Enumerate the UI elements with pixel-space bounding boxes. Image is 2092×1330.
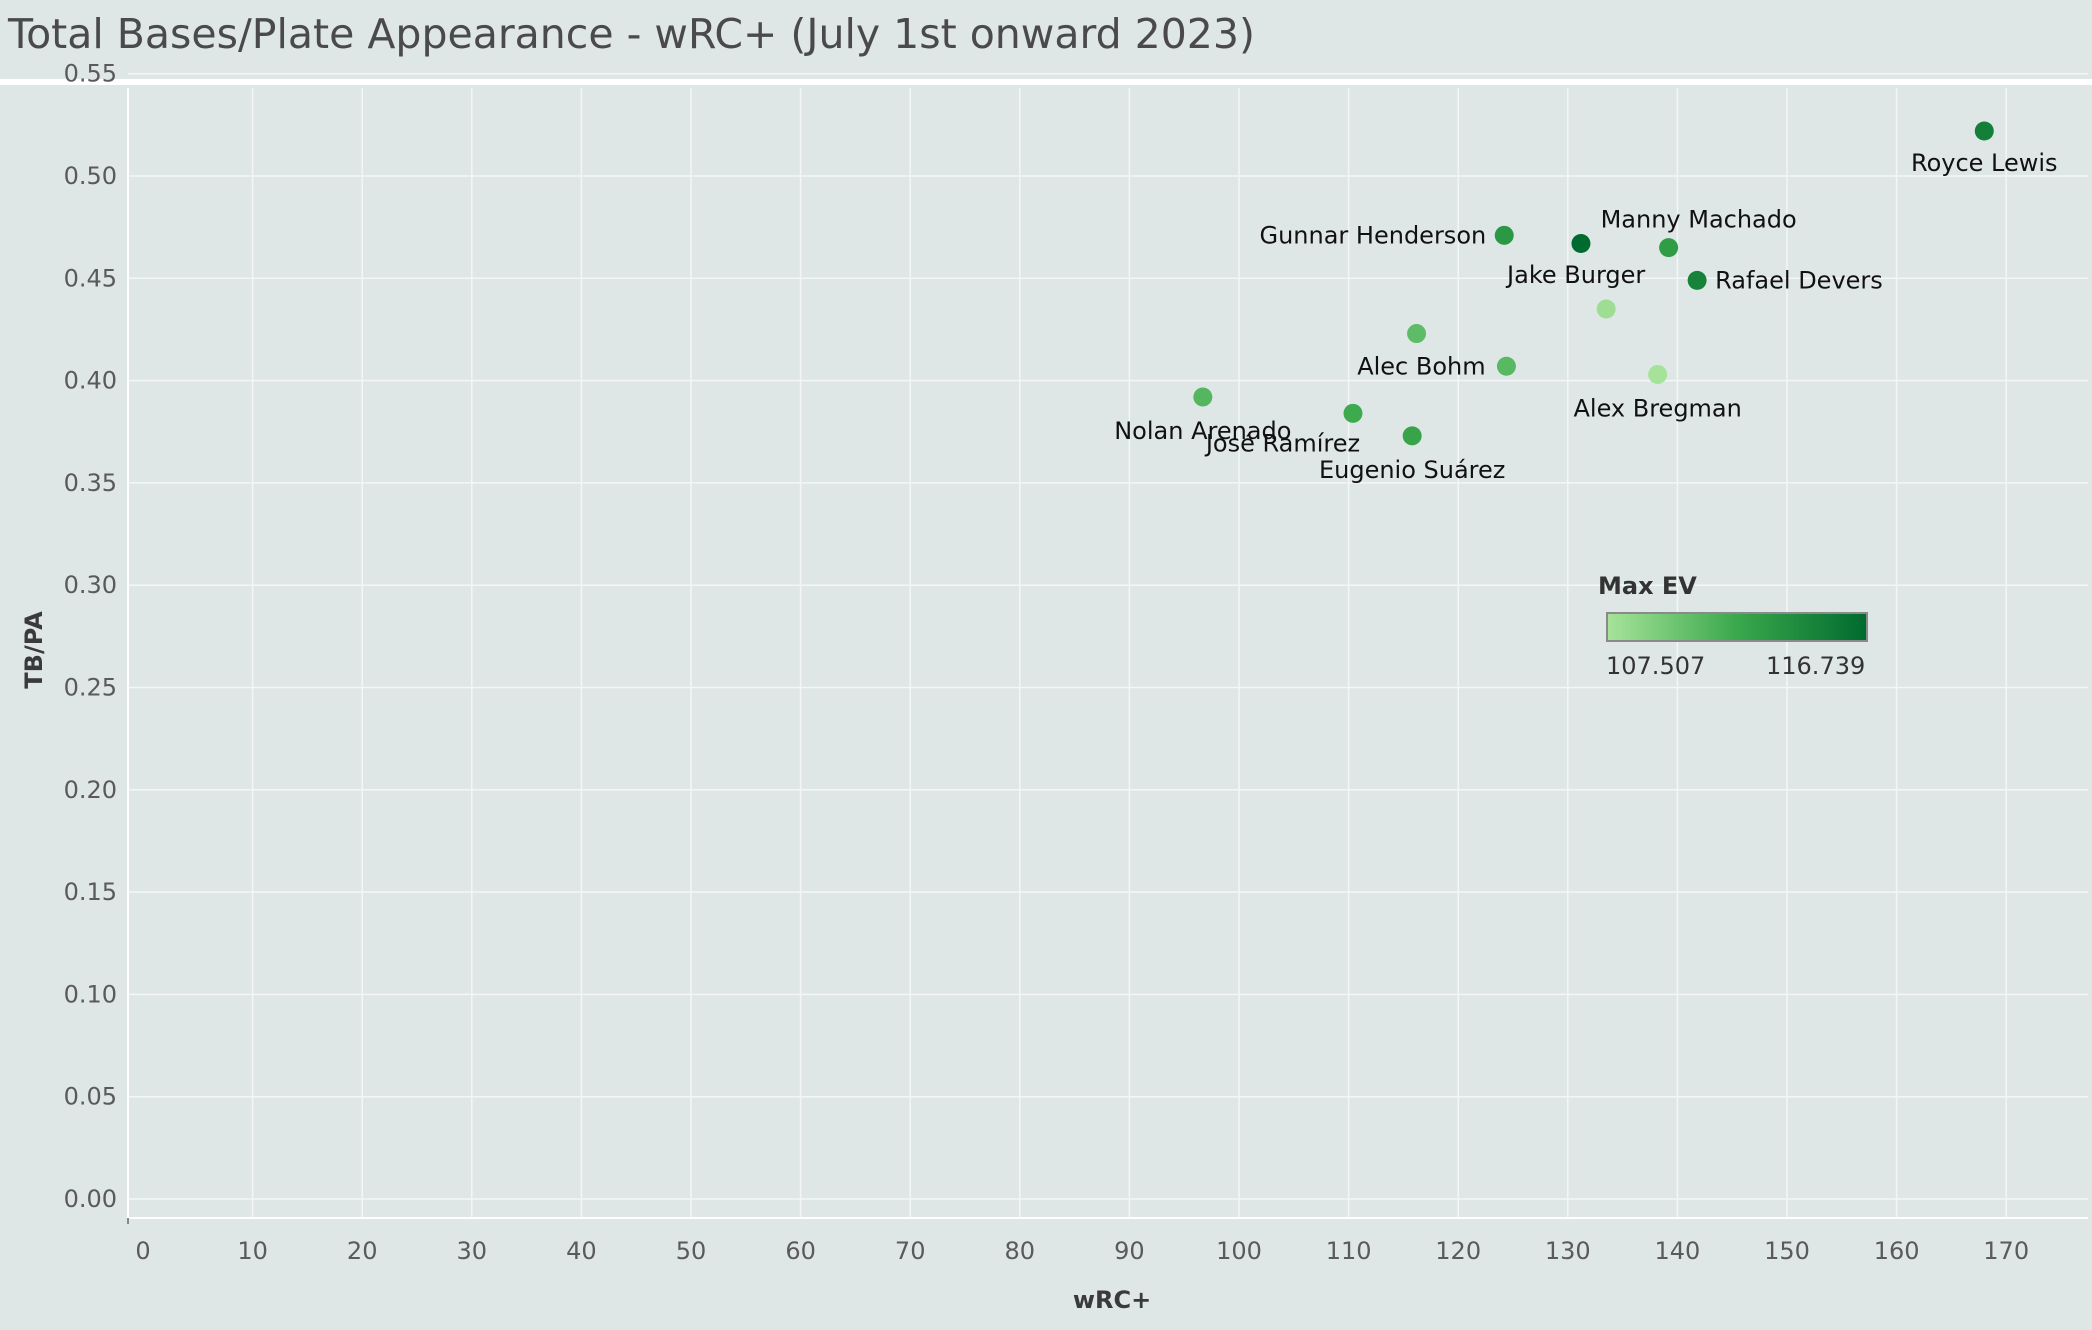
x-axis-title: wRC+ [1073,1286,1151,1314]
x-tick-label: 40 [566,1237,597,1265]
title-divider [0,79,2092,85]
legend-min-label: 107.507 [1606,652,1706,680]
point-label: Rafael Devers [1715,266,1883,294]
data-point [1974,121,1994,141]
color-legend-bar [1606,612,1868,642]
data-point [1343,403,1363,423]
x-tick-label: 170 [1983,1237,2029,1265]
grid-lines [128,72,2088,1218]
point-label: José Ramírez [1204,429,1360,457]
y-tick-label: 0.45 [64,264,117,292]
y-tick-label: 0.30 [64,571,117,599]
x-tick-label: 50 [676,1237,707,1265]
point-label: Alex Bregman [1573,394,1741,422]
data-points [1193,121,1994,446]
x-tick-label: 160 [1874,1237,1920,1265]
x-tick-label: 120 [1435,1237,1481,1265]
point-label: Royce Lewis [1911,149,2058,177]
point-label: Gunnar Henderson [1259,221,1486,249]
y-tick-label: 0.00 [64,1185,117,1213]
data-point [1496,356,1516,376]
y-tick-label: 0.25 [64,674,117,702]
x-tick-label: 60 [785,1237,816,1265]
x-tick-label: 100 [1216,1237,1262,1265]
y-tick-label: 0.35 [64,469,117,497]
data-point [1494,225,1514,245]
y-tick-label: 0.55 [64,60,117,88]
point-label: Jake Burger [1505,261,1645,289]
data-point [1193,387,1213,407]
x-tick-label: 150 [1764,1237,1810,1265]
y-axis-title: TB/PA [20,611,48,689]
point-label: Manny Machado [1601,206,1797,234]
point-label: Nolan Arenado [1114,417,1291,445]
chart-title: Total Bases/Plate Appearance - wRC+ (Jul… [8,10,1255,58]
x-tick-label: 30 [457,1237,488,1265]
data-point [1648,364,1668,384]
point-label: Alec Bohm [1357,352,1485,380]
y-tick-label: 0.40 [64,367,117,395]
x-tick-label: 0 [135,1237,150,1265]
x-tick-label: 110 [1326,1237,1372,1265]
axes: 0 10 20 30 40 50 60 70 80 90 100 110 120 130 140 150 160… [20,60,2088,1314]
x-tick-label: 70 [895,1237,926,1265]
data-point [1659,238,1679,258]
point-labels: Royce Lewis Gunnar Henderson Manny Machado… [1114,149,2057,484]
y-tick-label: 0.20 [64,776,117,804]
y-tick-label: 0.15 [64,878,117,906]
y-tick-label: 0.50 [64,162,117,190]
x-tick-label: 130 [1545,1237,1591,1265]
x-tick-label: 140 [1654,1237,1700,1265]
data-point [1687,270,1707,290]
x-tick-label: 20 [347,1237,378,1265]
x-tick-label: 10 [237,1237,268,1265]
data-point [1402,426,1422,446]
y-tick-label: 0.10 [64,980,117,1008]
data-point [1407,324,1427,344]
x-tick-label: 90 [1114,1237,1145,1265]
legend-max-label: 116.739 [1766,652,1866,680]
y-tick-label: 0.05 [64,1083,117,1111]
data-point [1571,234,1591,254]
legend-title: Max EV [1598,572,1697,600]
x-tick-label: 80 [1005,1237,1036,1265]
point-label: Eugenio Suárez [1319,456,1505,484]
data-point [1596,299,1616,319]
